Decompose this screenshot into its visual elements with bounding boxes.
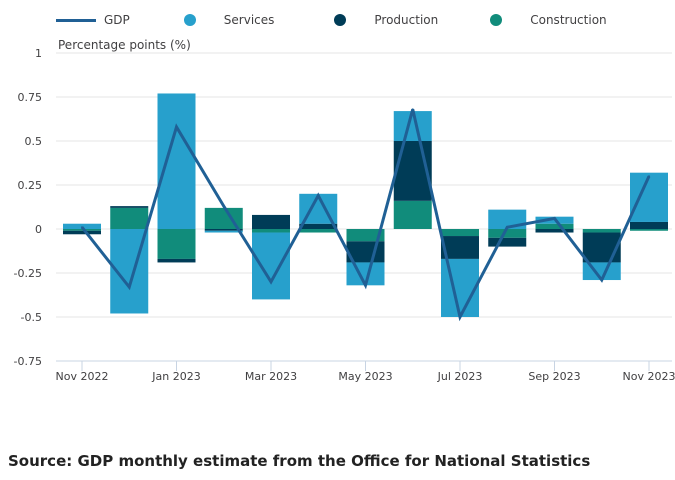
bar-construction-nov-2023[interactable] [630, 229, 668, 231]
legend-item-services[interactable]: Services [183, 13, 335, 27]
x-tick-label: Sep 2023 [528, 370, 580, 383]
bar-construction-aug-2023[interactable] [488, 229, 527, 238]
legend-dot-production-icon [334, 14, 347, 26]
y-tick-label: -0.25 [14, 267, 42, 280]
gdp-point[interactable] [175, 125, 178, 128]
bar-services-feb-2023[interactable] [204, 230, 243, 233]
y-tick-label: 0 [35, 223, 42, 236]
y-tick-label: -0.75 [14, 355, 42, 368]
legend-dot-construction-icon [490, 14, 503, 26]
bar-production-nov-2022[interactable] [63, 230, 101, 235]
legend-item-construction[interactable]: Construction [490, 13, 607, 27]
y-tick-label: 0.25 [18, 179, 43, 192]
gdp-point[interactable] [317, 194, 320, 197]
gdp-point[interactable] [459, 316, 461, 318]
source-note: Source: GDP monthly estimate from the Of… [8, 452, 591, 470]
bar-services-nov-2023[interactable] [630, 172, 668, 222]
x-tick-label: Jan 2023 [151, 370, 200, 383]
bar-construction-apr-2023[interactable] [299, 229, 338, 233]
y-tick-label: 1 [35, 47, 42, 60]
gdp-point[interactable] [600, 279, 603, 282]
bar-construction-dec-2022[interactable] [110, 207, 149, 229]
bar-production-sep-2023[interactable] [535, 229, 574, 233]
bar-services-jan-2023[interactable] [157, 93, 196, 229]
y-tick-label: -0.5 [21, 311, 42, 324]
bar-construction-mar-2023[interactable] [252, 229, 290, 233]
bar-production-aug-2023[interactable] [488, 237, 527, 247]
legend-dot-services-icon [183, 14, 196, 26]
gdp-point[interactable] [222, 205, 225, 208]
bar-construction-oct-2023[interactable] [582, 229, 621, 233]
x-tick-label: Nov 2022 [56, 370, 109, 383]
gdp-point[interactable] [648, 175, 650, 178]
legend-label-construction: Construction [530, 13, 607, 27]
legend-item-production[interactable]: Production [334, 13, 490, 27]
legend-item-gdp[interactable]: GDP [56, 13, 184, 27]
gdp-point[interactable] [81, 226, 83, 229]
gdp-point[interactable] [506, 226, 509, 229]
x-tick-label: Jul 2023 [437, 370, 483, 383]
bar-production-jan-2023[interactable] [157, 258, 196, 263]
gdp-point[interactable] [128, 286, 131, 289]
bar-production-jul-2023[interactable] [441, 236, 479, 259]
gdp-point[interactable] [270, 280, 272, 283]
bar-construction-sep-2023[interactable] [535, 223, 574, 229]
legend-label-gdp: GDP [104, 13, 130, 27]
bar-production-feb-2023[interactable] [204, 229, 243, 231]
bar-production-oct-2023[interactable] [582, 232, 621, 263]
bar-construction-may-2023[interactable] [346, 229, 385, 242]
bar-production-nov-2023[interactable] [630, 221, 668, 229]
gdp-point[interactable] [553, 217, 556, 220]
bar-services-mar-2023[interactable] [252, 232, 290, 300]
bar-construction-jul-2023[interactable] [441, 229, 479, 237]
legend-label-production: Production [374, 13, 439, 27]
bar-production-apr-2023[interactable] [299, 223, 338, 229]
legend-line-gdp-icon [56, 18, 96, 22]
x-tick-label: May 2023 [338, 370, 392, 383]
bar-production-mar-2023[interactable] [252, 214, 290, 229]
bar-production-dec-2022[interactable] [110, 206, 149, 208]
x-tick-label: Mar 2023 [245, 370, 297, 383]
legend-label-services: Services [223, 13, 275, 27]
chart-legend: GDP Services Production Construction [56, 11, 607, 29]
bar-construction-jun-2023[interactable] [393, 200, 432, 229]
bar-construction-jan-2023[interactable] [157, 229, 196, 259]
y-tick-label: 0.75 [18, 91, 43, 104]
bar-construction-nov-2022[interactable] [63, 229, 101, 231]
gdp-point[interactable] [411, 108, 414, 111]
bar-services-jul-2023[interactable] [441, 258, 479, 317]
x-tick-label: Nov 2023 [623, 370, 675, 383]
y-tick-label: 0.5 [25, 135, 43, 148]
gdp-point[interactable] [364, 284, 367, 287]
gdp-contribution-chart: Percentage points (%) -0.75 -0.5 -0.25 0 0.2… [14, 38, 675, 383]
y-axis-label: Percentage points (%) [58, 38, 191, 52]
